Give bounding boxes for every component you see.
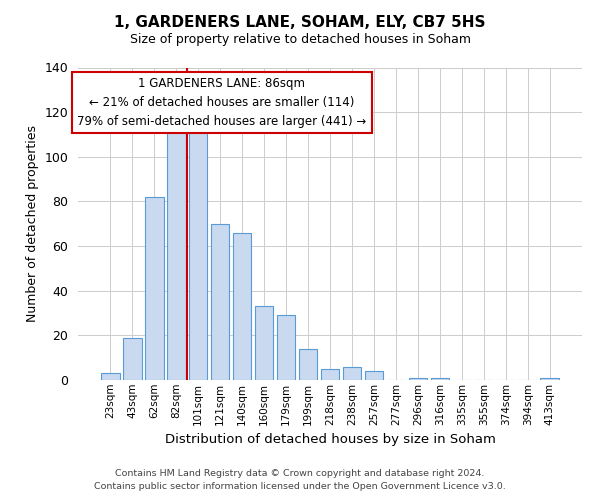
Text: Contains HM Land Registry data © Crown copyright and database right 2024.: Contains HM Land Registry data © Crown c…	[115, 468, 485, 477]
Bar	[277, 316, 295, 380]
Bar	[320, 369, 340, 380]
Y-axis label: Number of detached properties: Number of detached properties	[26, 125, 39, 322]
Bar	[343, 366, 361, 380]
Bar	[299, 349, 317, 380]
Bar	[431, 378, 449, 380]
Bar	[365, 371, 383, 380]
Text: Size of property relative to detached houses in Soham: Size of property relative to detached ho…	[130, 34, 470, 46]
Bar	[189, 126, 208, 380]
Bar	[409, 378, 427, 380]
Text: 1, GARDENERS LANE, SOHAM, ELY, CB7 5HS: 1, GARDENERS LANE, SOHAM, ELY, CB7 5HS	[114, 15, 486, 30]
Bar	[167, 132, 185, 380]
Bar	[101, 374, 119, 380]
Bar	[145, 197, 164, 380]
Text: Contains public sector information licensed under the Open Government Licence v3: Contains public sector information licen…	[94, 482, 506, 491]
Bar	[123, 338, 142, 380]
Text: 1 GARDENERS LANE: 86sqm
← 21% of detached houses are smaller (114)
79% of semi-d: 1 GARDENERS LANE: 86sqm ← 21% of detache…	[77, 77, 366, 128]
Bar	[541, 378, 559, 380]
Bar	[211, 224, 229, 380]
Bar	[255, 306, 274, 380]
Bar	[233, 232, 251, 380]
X-axis label: Distribution of detached houses by size in Soham: Distribution of detached houses by size …	[164, 433, 496, 446]
